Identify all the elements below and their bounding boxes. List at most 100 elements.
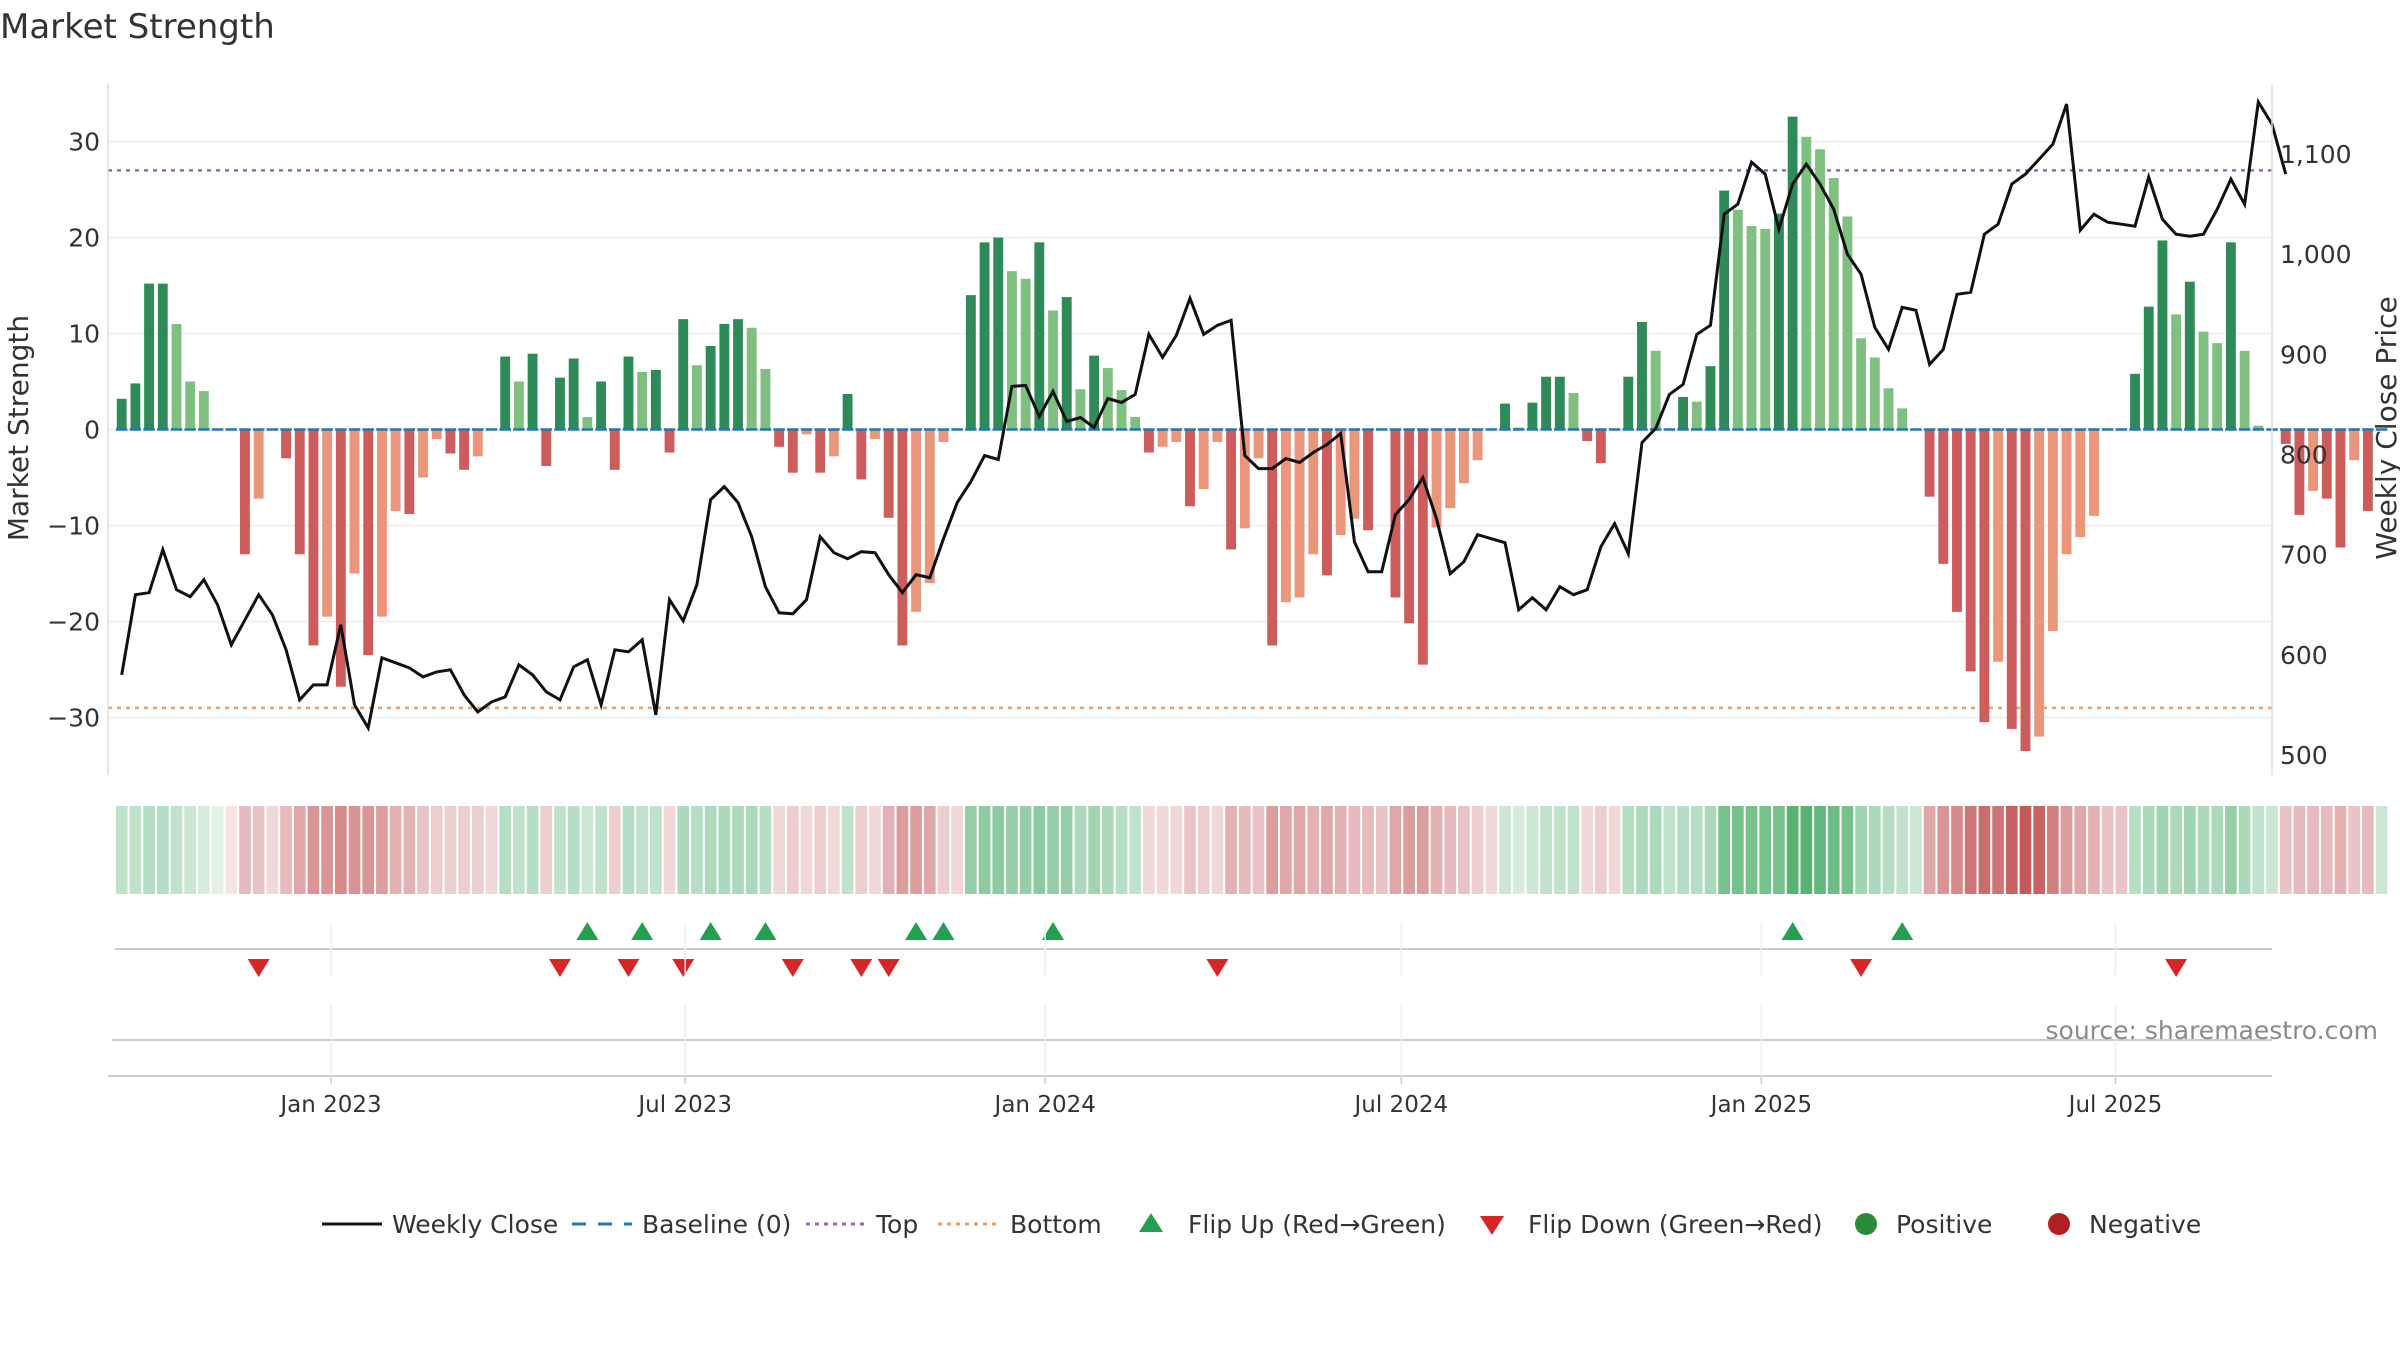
strip-cell [2129,806,2141,894]
strength-bar [719,323,730,430]
strength-bar [1705,366,1716,430]
strip-cell [1937,806,1950,894]
strip-cell [1416,806,1429,894]
y2-axis-label: Weekly Close Price [2370,296,2400,559]
strip-cell [1732,806,1744,894]
strip-cell [2238,806,2251,894]
strip-cell [1293,806,1306,894]
strip-cell [252,806,265,894]
strength-bar [568,358,579,430]
strip-cell [869,806,881,894]
strip-cell [1074,806,1087,894]
strength-bar [1952,429,1962,612]
strip-cell [663,806,676,894]
strength-bar [253,429,264,499]
strength-bars [116,116,2387,752]
strength-bar [2143,306,2154,430]
strength-bar [787,429,798,473]
strength-bar [2184,281,2195,430]
strip-cell [1841,806,1854,894]
strip-cell [937,806,950,894]
strength-bar [1294,429,1305,598]
strip-cell [704,806,717,894]
strip-cell [841,806,854,894]
strength-bar [1226,429,1237,550]
strip-cell [1636,806,1648,894]
flip-up-marker [576,922,599,940]
strip-cell [280,806,292,894]
strength-bar [322,429,333,617]
strip-cell [430,806,443,894]
strength-bar [1568,393,1579,430]
strength-bar [678,319,689,430]
y2-tick-label: 600 [2280,641,2328,670]
strength-bar [431,429,442,440]
x-tick-label: Jan 2024 [993,1092,1096,1118]
strength-bar [1787,116,1798,430]
strength-bar [500,356,511,430]
strip-cell [1266,806,1279,894]
strip-cell [1868,806,1881,894]
flip-down-marker [672,959,695,977]
strip-cell [2074,806,2087,894]
y2-tick-label: 1,000 [2280,240,2352,269]
strength-bar [541,429,552,466]
strength-bar [376,429,387,617]
strength-bar [1198,429,1209,490]
strength-bar [1595,429,1606,464]
strip-cell [2375,806,2388,894]
y2-tick-label: 900 [2280,340,2328,369]
strength-bar [1308,429,1319,555]
strip-cell [1143,806,1155,894]
strip-cell [1362,806,1374,894]
strength-bar [1116,390,1127,430]
flip-up-marker [1042,922,1065,940]
strength-bar [2294,429,2305,515]
strength-bar [2280,429,2291,444]
strip-cell [814,806,827,894]
strip-cell [1910,806,1922,894]
strength-bar [2321,429,2332,499]
strip-cell [170,806,183,894]
strip-cell [1225,806,1237,894]
strip-cell [2348,806,2361,894]
strip-cell [1060,806,1073,894]
strength-bar [185,381,196,430]
strength-bar [1732,209,1743,430]
strength-bar [1267,429,1278,646]
strip-cell [198,806,210,894]
strength-bar [1417,429,1428,665]
x-axis: Jan 2023 Jul 2023 Jan 2024 Jul 2024 Jan 2025… [278,1076,2162,1118]
strength-bar [294,429,305,555]
strip-cell [2088,806,2100,894]
strip-cell [1992,806,2004,894]
strip-cell [1608,806,1621,894]
legend-item: Flip Down (Green→Red) [1480,1210,1823,1239]
strip-cell [1006,806,1018,894]
strength-bar [842,393,853,430]
strip-cell [540,806,553,894]
strength-bar [1842,216,1853,430]
strength-bar [1623,376,1634,430]
strip-cell [115,806,128,894]
flip-up-marker [699,922,722,940]
strip-cell [1458,806,1470,894]
strength-bar [1020,278,1031,430]
strength-bar [993,237,1004,430]
strip-cell [1526,806,1539,894]
legend-item: Top [806,1210,918,1239]
strip-cell [471,806,484,894]
legend-triangle-down [1480,1216,1504,1235]
strength-bar [1924,429,1935,497]
strip-cell [1280,806,1292,894]
strip-cell [485,806,498,894]
strip-cell [855,806,868,894]
strength-bar [1541,376,1552,430]
subplot-frames [108,922,2272,1077]
strip-cell [1389,806,1402,894]
strength-bar [2335,429,2346,548]
strength-bar [1075,389,1086,430]
strip-cell [321,806,333,894]
legend-triangle-up [1139,1213,1163,1232]
strength-bar [240,429,250,555]
